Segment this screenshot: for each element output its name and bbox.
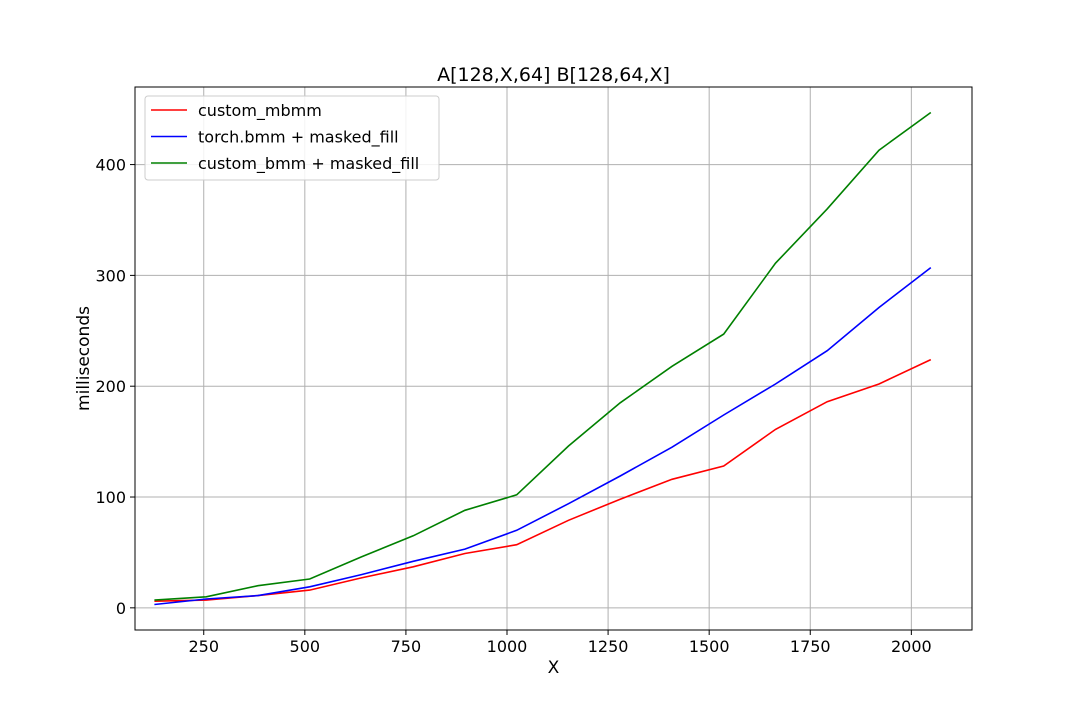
y-axis-label: milliseconds [74,306,94,411]
grid [135,87,972,630]
legend-box [144,95,440,181]
legend-label: custom_bmm + masked_fill [198,154,419,174]
x-tick-label: 1250 [588,637,629,656]
x-axis-label: X [548,658,560,678]
x-tick-label: 1000 [487,637,528,656]
y-tick-label: 100 [95,488,126,507]
series-line-2 [154,266,932,606]
series-line-1 [154,358,932,602]
x-tick-label: 750 [391,637,422,656]
legend-label: custom_mbmm [198,101,322,121]
legend-label: torch.bmm + masked_fill [198,128,399,148]
series-lines [154,111,932,606]
x-tick-label: 1500 [689,637,730,656]
y-tick-label: 0 [116,599,126,618]
x-tick-label: 250 [188,637,219,656]
series-line-3 [154,111,932,601]
x-tick-label: 1750 [790,637,831,656]
x-tick-label: 2000 [891,637,932,656]
y-tick-label: 400 [95,156,126,175]
chart-title: A[128,X,64] B[128,64,X] [437,64,670,86]
y-tick-label: 300 [95,266,126,285]
axis-ticks: 250 500 750 1000 1250 1500 1750 2000 0 100 200 300 4… [95,156,931,656]
legend: custom_mbmm torch.bmm + masked_fillcustom… [144,95,440,181]
plot-frame [134,86,973,631]
y-tick-label: 200 [95,377,126,396]
x-tick-label: 500 [290,637,321,656]
